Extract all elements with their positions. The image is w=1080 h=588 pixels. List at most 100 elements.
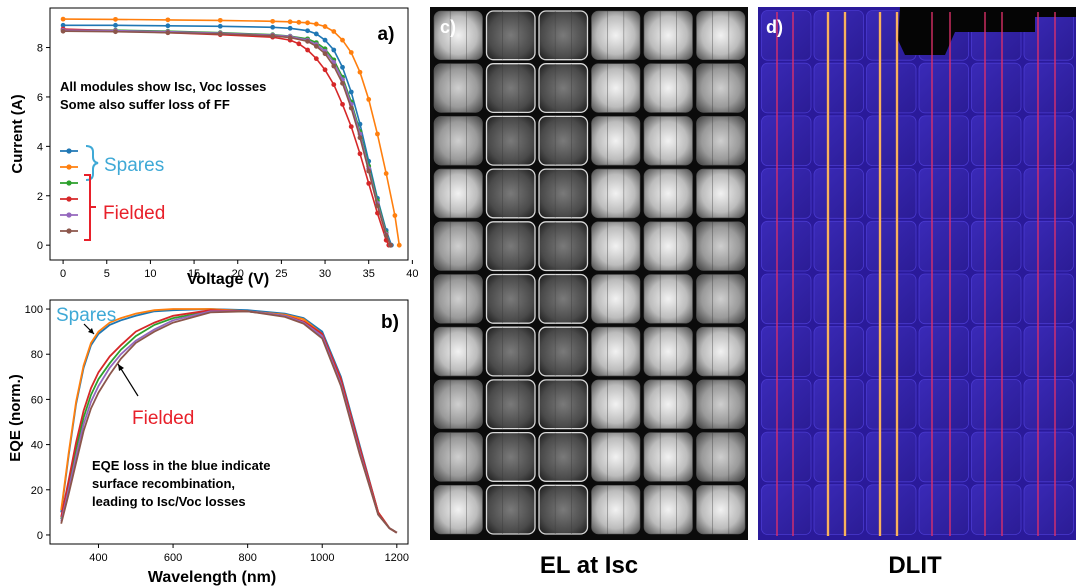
iv-point — [357, 151, 363, 157]
el-cell — [591, 274, 641, 324]
el-cell — [643, 168, 693, 219]
dlit-cell — [918, 168, 969, 219]
iv-point — [375, 203, 380, 209]
el-cell — [485, 63, 536, 114]
el-cell — [485, 379, 536, 430]
dlit-cell — [971, 62, 1022, 114]
dlit-cell — [866, 484, 917, 535]
iv-point — [217, 31, 223, 37]
iv-xlabel: Voltage (V) — [187, 271, 269, 288]
legend-marker — [66, 196, 72, 202]
el-cell — [696, 379, 746, 429]
el-cell — [538, 379, 589, 430]
dlit-cell — [761, 115, 812, 167]
spares-arrowhead — [88, 328, 94, 334]
eqe-spares-label: Spares — [56, 305, 116, 326]
dlit-caption: DLIT — [888, 552, 942, 579]
el-cell — [485, 168, 536, 219]
el-cell — [643, 116, 693, 166]
eqe-ytick-label: 0 — [37, 530, 43, 542]
panel-a-label: a) — [378, 24, 395, 45]
iv-point — [375, 131, 380, 137]
iv-ytick-label: 4 — [37, 141, 43, 153]
iv-point — [217, 23, 223, 29]
iv-point — [305, 38, 310, 44]
iv-point — [313, 56, 319, 62]
iv-point — [305, 47, 310, 53]
el-cell — [433, 484, 483, 535]
dlit-cell — [971, 378, 1022, 430]
el-cell — [591, 63, 641, 113]
el-cell — [643, 274, 693, 324]
eqe-series-line — [60, 309, 398, 534]
iv-point — [383, 232, 389, 238]
iv-point — [165, 30, 171, 36]
iv-point — [60, 28, 66, 34]
iv-point — [348, 124, 354, 129]
iv-point — [340, 64, 345, 70]
fielded-bracket — [84, 174, 96, 241]
panel-b-label: b) — [381, 312, 399, 333]
el-cell — [485, 273, 536, 324]
eqe-ytick-label: 40 — [31, 440, 43, 452]
iv-point — [357, 135, 363, 141]
el-cell — [696, 326, 746, 377]
dlit-cell — [813, 220, 864, 272]
iv-point — [217, 17, 223, 23]
iv-point — [322, 51, 328, 57]
el-cell — [696, 168, 746, 219]
iv-point — [60, 16, 66, 22]
dlit-cell — [918, 484, 969, 535]
el-cell — [591, 168, 641, 219]
iv-point — [392, 213, 398, 218]
dlit-cell — [971, 115, 1022, 167]
iv-annotation-line-1: All modules show Isc, Voc losses — [60, 79, 266, 94]
el-cell — [643, 432, 693, 482]
dlit-cell — [761, 168, 812, 219]
el-cell — [433, 379, 483, 429]
el-cell — [591, 432, 641, 482]
dlit-cell — [813, 168, 864, 219]
el-cell — [433, 274, 483, 324]
dlit-cell — [1023, 220, 1074, 272]
el-cell — [591, 484, 641, 535]
fielded-arrowhead — [118, 364, 124, 371]
iv-point — [296, 19, 302, 25]
el-cell — [591, 326, 641, 377]
el-cell — [485, 115, 536, 166]
el-cell — [485, 10, 536, 61]
panel-c-label: c) — [440, 17, 456, 37]
el-cell — [433, 10, 483, 61]
iv-point — [331, 29, 337, 34]
el-cell — [433, 221, 483, 271]
dlit-cell — [813, 326, 864, 377]
iv-point — [270, 24, 276, 30]
eqe-series-line — [60, 310, 398, 534]
el-cell — [696, 432, 746, 482]
panel-b-eqe-chart: 400 600 800 1000 1200 0 20 40 60 80 100 Wavelength… — [7, 299, 409, 586]
iv-point — [348, 105, 354, 111]
dlit-cell — [761, 431, 812, 483]
dlit-cell — [813, 115, 864, 167]
el-cell — [643, 326, 693, 377]
el-cell — [643, 63, 693, 113]
dlit-cell — [918, 378, 969, 430]
dlit-cell — [761, 378, 812, 430]
eqe-ytick-label: 80 — [31, 349, 43, 361]
iv-point — [383, 171, 389, 176]
eqe-xtick-label: 1000 — [310, 552, 334, 564]
iv-point — [287, 35, 293, 41]
dlit-cell — [866, 273, 917, 325]
dlit-cell — [866, 326, 917, 377]
eqe-note-line-3: leading to Isc/Voc losses — [92, 494, 246, 509]
dlit-cell — [761, 62, 812, 114]
iv-point — [348, 50, 354, 55]
dlit-cell — [918, 115, 969, 167]
panel-d-dlit-image: d) DLIT — [758, 7, 1076, 579]
dlit-cell — [866, 115, 917, 167]
dlit-cell — [813, 484, 864, 535]
iv-point — [331, 47, 337, 53]
el-cell-grid — [433, 10, 746, 535]
el-cell — [696, 116, 746, 166]
eqe-xtick-label: 1200 — [385, 552, 409, 564]
